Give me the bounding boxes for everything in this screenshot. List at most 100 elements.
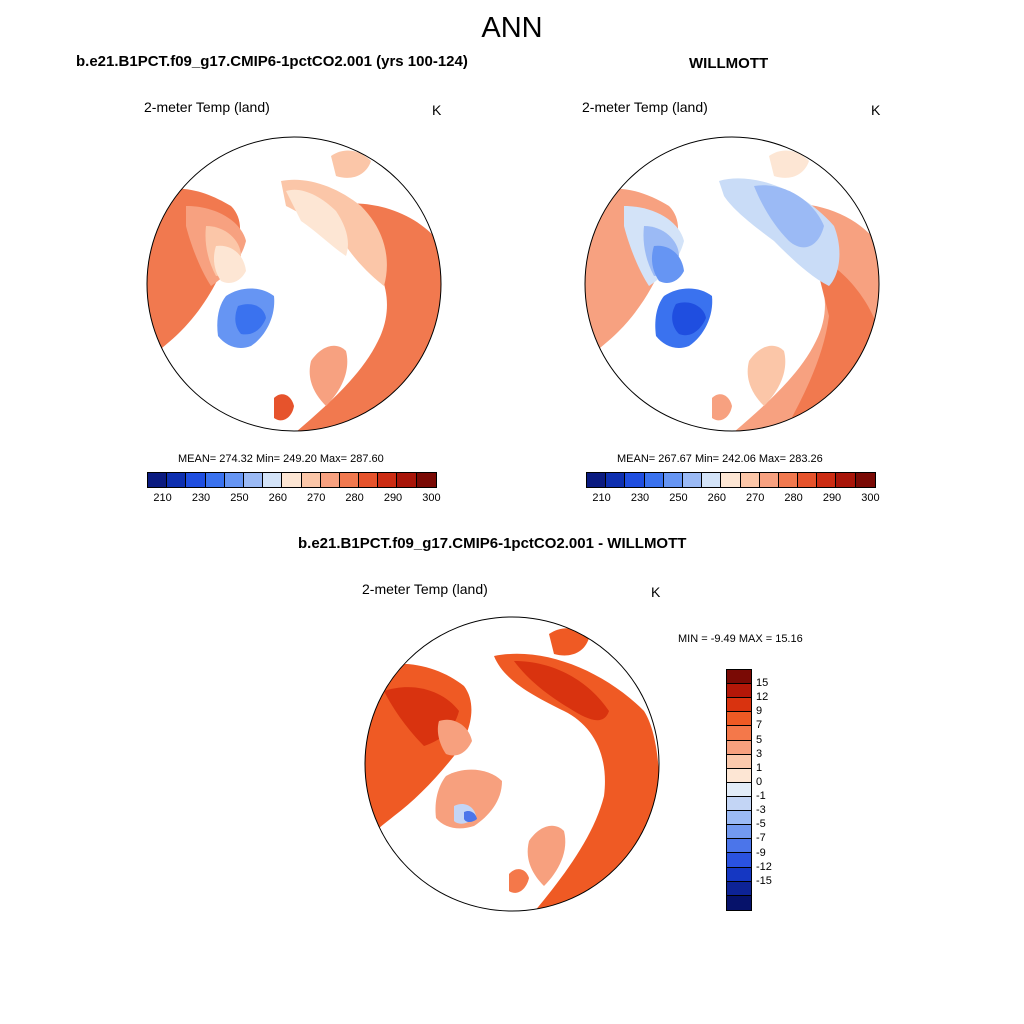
colorbar-swatch (148, 473, 168, 487)
colorbar-tick-label: 7 (756, 719, 763, 732)
colorbar-tick-label: -12 (756, 860, 772, 873)
colorbar-swatch (397, 473, 417, 487)
colorbar-tick-label: -3 (756, 804, 766, 817)
colorbar-swatch (727, 754, 751, 769)
colorbar-swatch (587, 473, 607, 487)
panel-3-units-label: K (651, 584, 661, 600)
colorbar-tick-label: -15 (756, 874, 772, 887)
figure-title: ANN (481, 12, 543, 44)
colorbar-swatch (727, 796, 751, 812)
colorbar-swatch (740, 473, 760, 487)
colorbar-swatch (339, 473, 360, 487)
panel-1-title: b.e21.B1PCT.f09_g17.CMIP6-1pctCO2.001 (y… (76, 53, 468, 70)
colorbar-tick-label: 3 (756, 747, 763, 760)
colorbar-tick-label: 230 (630, 492, 650, 504)
colorbar-swatch (320, 473, 340, 487)
panel-3-title: b.e21.B1PCT.f09_g17.CMIP6-1pctCO2.001 - … (298, 535, 687, 552)
colorbar-swatch (727, 768, 751, 783)
panel-2-map (584, 136, 880, 432)
panel-1-variable-label: 2-meter Temp (land) (144, 99, 270, 115)
panel-2-stats: MEAN= 267.67 Min= 242.06 Max= 283.26 (617, 453, 823, 465)
panel-3-stats: MIN = -9.49 MAX = 15.16 (678, 633, 803, 645)
colorbar-tick-label: 300 (861, 492, 880, 504)
colorbar-swatch (727, 782, 751, 797)
colorbar-tick-label: 300 (422, 492, 441, 504)
colorbar-swatch (663, 473, 683, 487)
colorbar-swatch (625, 473, 645, 487)
colorbar-swatch (855, 473, 875, 487)
colorbar-tick-label: 210 (592, 492, 611, 504)
panel-1-colorbar-ticks: 210 230 250 260 270 280 290 300 (147, 492, 441, 506)
colorbar-tick-label: -9 (756, 846, 766, 859)
colorbar-tick-label: 250 (230, 492, 249, 504)
panel-1-units-label: K (432, 102, 442, 118)
colorbar-swatch (416, 473, 436, 487)
colorbar-swatch (727, 867, 751, 882)
panel-2-colorbar-ticks: 210 230 250 260 270 280 290 300 (586, 492, 880, 506)
colorbar-swatch (282, 473, 302, 487)
colorbar-swatch (301, 473, 321, 487)
panel-2-title: WILLMOTT (689, 55, 769, 72)
colorbar-tick-label: 12 (756, 691, 769, 704)
colorbar-tick-label: -5 (756, 818, 766, 831)
panel-2-colorbar (586, 472, 876, 488)
panel-3-colorbar (726, 669, 752, 911)
colorbar-swatch (682, 473, 703, 487)
colorbar-swatch (606, 473, 626, 487)
colorbar-swatch (727, 684, 751, 699)
colorbar-swatch (644, 473, 664, 487)
colorbar-tick-label: -1 (756, 790, 766, 803)
colorbar-tick-label: 290 (822, 492, 842, 504)
panel-1-stats: MEAN= 274.32 Min= 249.20 Max= 287.60 (178, 453, 384, 465)
panel-1-map (146, 136, 442, 432)
colorbar-tick-label: 15 (756, 677, 769, 690)
colorbar-swatch (186, 473, 206, 487)
colorbar-tick-label: 0 (756, 775, 763, 788)
colorbar-tick-label: 280 (345, 492, 364, 504)
colorbar-swatch (243, 473, 264, 487)
colorbar-tick-label: 260 (268, 492, 287, 504)
colorbar-swatch (798, 473, 818, 487)
colorbar-swatch (727, 698, 751, 713)
colorbar-swatch (727, 881, 751, 896)
colorbar-swatch (727, 839, 751, 854)
colorbar-swatch (359, 473, 379, 487)
colorbar-tick-label: 290 (383, 492, 403, 504)
colorbar-swatch (759, 473, 779, 487)
colorbar-tick-label: -7 (756, 832, 766, 845)
panel-1-colorbar (147, 472, 437, 488)
colorbar-tick-label: 270 (746, 492, 765, 504)
colorbar-tick-label: 230 (191, 492, 211, 504)
colorbar-tick-label: 280 (784, 492, 803, 504)
colorbar-swatch (778, 473, 799, 487)
colorbar-swatch (727, 740, 751, 755)
colorbar-swatch (378, 473, 398, 487)
panel-3-variable-label: 2-meter Temp (land) (362, 581, 488, 597)
panel-2-variable-label: 2-meter Temp (land) (582, 99, 708, 115)
colorbar-swatch (727, 853, 751, 868)
panel-3-colorbar-ticks: 15 12 9 7 5 3 1 0 -1 -3 -5 -7 -9 -12 -15 (756, 669, 796, 929)
colorbar-swatch (263, 473, 283, 487)
colorbar-tick-label: 260 (707, 492, 726, 504)
colorbar-tick-label: 9 (756, 705, 763, 718)
colorbar-tick-label: 5 (756, 733, 763, 746)
colorbar-swatch (817, 473, 837, 487)
colorbar-swatch (836, 473, 856, 487)
colorbar-swatch (727, 712, 751, 727)
colorbar-swatch (727, 670, 751, 685)
colorbar-swatch (727, 825, 751, 840)
colorbar-swatch (167, 473, 187, 487)
colorbar-swatch (721, 473, 741, 487)
colorbar-tick-label: 250 (669, 492, 688, 504)
colorbar-swatch (727, 895, 751, 910)
colorbar-tick-label: 210 (153, 492, 172, 504)
colorbar-swatch (727, 811, 751, 826)
colorbar-tick-label: 270 (307, 492, 326, 504)
colorbar-swatch (224, 473, 244, 487)
panel-2-units-label: K (871, 102, 881, 118)
colorbar-swatch (727, 726, 751, 741)
colorbar-swatch (702, 473, 722, 487)
colorbar-swatch (205, 473, 225, 487)
colorbar-tick-label: 1 (756, 761, 763, 774)
panel-3-map (364, 616, 660, 912)
